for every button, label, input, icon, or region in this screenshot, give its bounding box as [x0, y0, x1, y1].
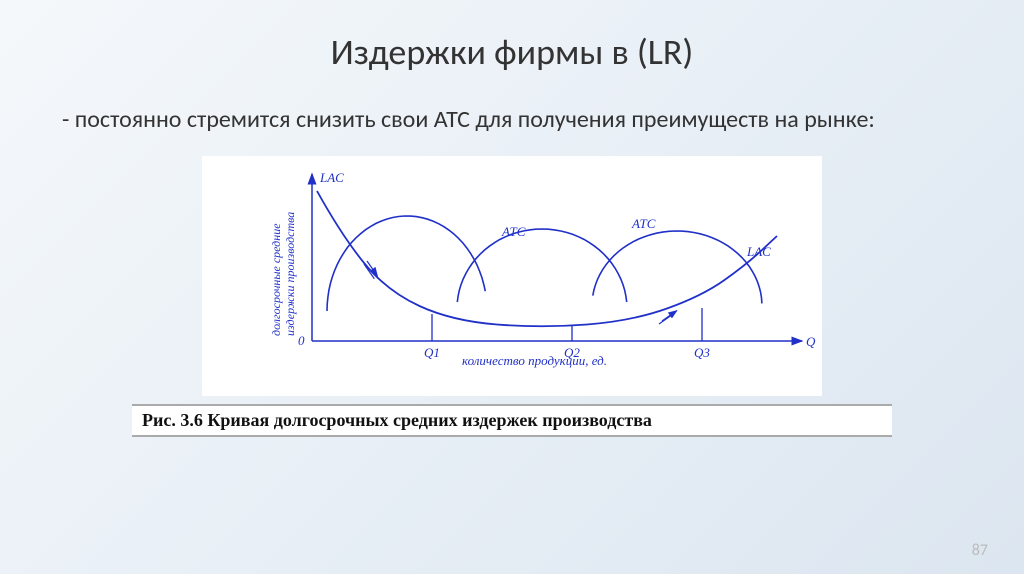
svg-text:Q2: Q2 [564, 345, 580, 360]
svg-text:долгосрочные средниеиздержки п: долгосрочные средниеиздержки производств… [269, 212, 297, 336]
svg-text:количество продукции, ед.: количество продукции, ед. [462, 353, 607, 368]
lac-chart: 0 Q LAC долгосрочные средниеиздержки произв… [202, 156, 822, 396]
svg-text:Q: Q [806, 334, 816, 349]
svg-text:Q1: Q1 [424, 345, 440, 360]
svg-text:LAC: LAC [746, 244, 771, 259]
page-title: Издержки фирмы в (LR) [60, 30, 964, 74]
figure-caption: Рис. 3.6 Кривая долгосрочных средних изд… [132, 404, 892, 437]
chart-container: 0 Q LAC долгосрочные средниеиздержки произв… [202, 156, 822, 396]
svg-text:LAC: LAC [319, 170, 344, 185]
svg-text:Q3: Q3 [694, 345, 710, 360]
bullet-text: - постоянно стремится снизить свои АТС д… [60, 104, 964, 136]
page-number: 87 [972, 541, 988, 560]
svg-text:ATC: ATC [631, 216, 656, 231]
svg-text:ATC: ATC [501, 224, 526, 239]
svg-text:0: 0 [298, 333, 305, 348]
